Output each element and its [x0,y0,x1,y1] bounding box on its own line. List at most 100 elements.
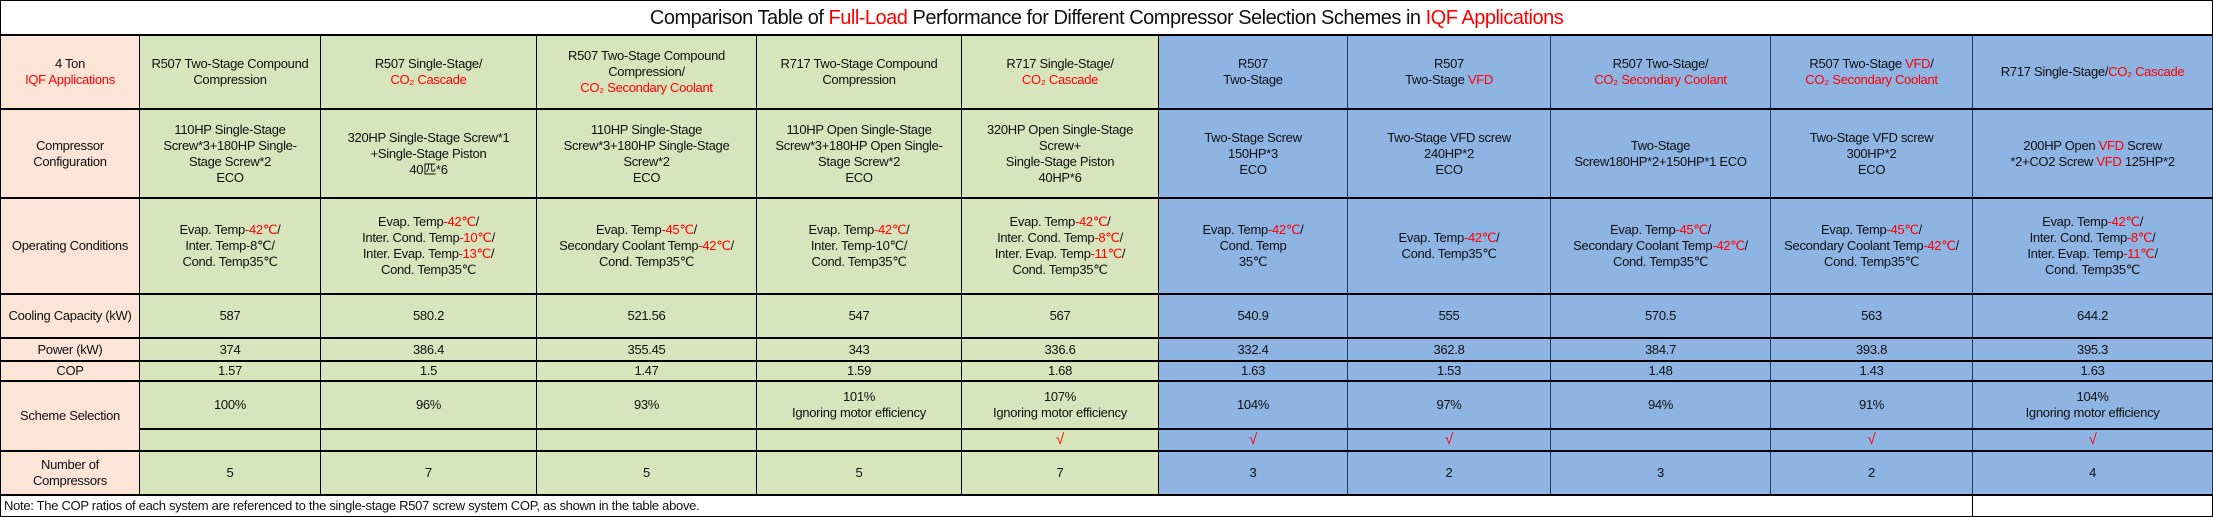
operating-conditions-cell: Evap. Temp-42℃/Inter. Cond. Temp-8℃/Inte… [1971,197,2213,295]
cop-cell: 1.48 [1550,360,1771,382]
scheme-header: R507 Two-Stage VFD/CO₂ Secondary Coolant [1770,34,1973,110]
cooling-capacity-cell: 567 [961,293,1159,339]
text-line: 93% [633,397,660,413]
text-line: Evap. Temp-42℃/ [1975,214,2210,230]
text-line: Evap. Temp-45℃/ [539,222,754,238]
text-line: Cond. Temp35℃ [759,254,959,270]
selection-check-cell: √ [1158,428,1348,452]
text-line: R507 Two-Stage Compound [142,56,318,72]
text-line: Cond. Temp35℃ [539,254,754,270]
text: Cond. Temp35℃ [1401,246,1497,262]
text: R717 Single-Stage/ [2000,64,2109,80]
text-line: Two-Stage VFD screw [1773,130,1970,146]
text: 150HP*3 [1228,145,1278,161]
text: Inter. Evap. Temp [362,246,459,262]
text: Secondary Coolant Temp [559,238,699,254]
selection-check-cell [756,428,962,452]
text: 110HP Open Single-Stage [786,121,932,137]
text: Comparison Table of [649,6,829,29]
text: ECO [1435,161,1463,177]
text-line: Cond. Temp35℃ [1350,246,1548,262]
text: Evap. Temp [179,222,246,238]
check-mark-icon: √ [1867,431,1876,449]
compressor-configuration-cell: Two-Stage Screw 150HP*3 ECO [1158,108,1348,199]
selection-check-cell: √ [961,428,1159,452]
text-line: R507 Two-Stage VFD/ [1773,56,1970,72]
text: / [1918,222,1923,238]
scheme-header: R717 Single-Stage/CO₂ Cascade [961,34,1159,110]
text-line: Single-Stage Piston [964,154,1156,170]
text: Screw*3+180HP Single-Stage [563,137,730,153]
compressor-configuration-row: Compressor Configuration 110HP Single-Sta… [0,108,2213,199]
scheme-selection-cell: 104% Ignoring motor efficiency [1971,380,2213,430]
text: Cond. Temp35℃ [1612,254,1709,270]
power-row: Power (kW) 374 386.4 355.45 343 336.6 332.4 362… [0,337,2213,362]
scheme-header: R717 Single-Stage/CO₂ Cascade [1971,34,2213,110]
table-note: Note: The COP ratios of each system are … [0,494,1973,517]
text-line: 240HP*2 [1350,146,1548,162]
text-line: R717 Two-Stage Compound [759,56,959,72]
compressor-configuration-cell: Two-Stage VFD screw 240HP*2 ECO [1347,108,1551,199]
cop-cell: 1.5 [320,360,537,382]
text-line: Two-Stage VFD [1350,72,1548,88]
text-line: Two-Stage [1161,72,1345,88]
compressor-configuration-cell: 110HP Open Single-Stage Screw*3+180HP Ope… [756,108,962,199]
text: Compression/ [608,64,685,80]
text: Secondary Coolant Temp [1784,238,1924,254]
text: 35℃ [1238,254,1268,270]
highlight-text: -42℃ [1463,230,1497,246]
text-line: Two-Stage VFD screw [1350,130,1548,146]
cooling-capacity-cell: 540.9 [1158,293,1348,339]
selection-check-cell: √ [1347,428,1551,452]
text-line: R507 Single-Stage/ [323,56,534,72]
text: Inter. Temp-8℃/ [185,238,275,254]
text: / [1300,222,1304,238]
text: Screw [2123,137,2162,153]
text: / [277,222,281,238]
text-line: Secondary Coolant Temp-42℃/ [1553,238,1768,254]
highlight-text: CO₂ Secondary Coolant [1805,72,1938,88]
text-line: 40HP*6 [964,170,1156,186]
check-mark-icon: √ [1056,431,1064,449]
text: 320HP Single-Stage Screw*1 [347,129,510,145]
text: Two-Stage [1223,72,1283,88]
highlight-text: -8℃ [2126,230,2153,246]
text-line: CO₂ Cascade [323,72,534,88]
text-line: Evap. Temp-42℃/ [964,214,1156,230]
operating-conditions-cell: Evap. Temp-45℃/Secondary Coolant Temp-42… [1550,197,1771,295]
power-cell: 393.8 [1770,337,1973,362]
text-line: Cond. Temp35℃ [964,262,1156,278]
check-mark-icon: √ [2088,431,2097,449]
text: Single-Stage Piston [1005,153,1115,169]
text-line: 110HP Single-Stage [142,122,318,138]
cooling-capacity-cell: 644.2 [1971,293,2213,339]
text: Evap. Temp [1821,222,1887,238]
text-line: Screw180HP*2+150HP*1 ECO [1553,154,1768,170]
text: 125HP*2 [2121,153,2175,169]
text-line: 100% [213,397,247,413]
highlight-text: -45℃ [1886,222,1919,238]
row-label-scheme: Scheme Selection [0,380,140,452]
compressor-configuration-cell: 200HP Open VFD Screw *2+CO2 Screw VFD 125… [1971,108,2213,199]
text-line: Inter. Temp-8℃/ [142,238,318,254]
operating-conditions-cell: Evap. Temp-42℃/Inter. Cond. Temp-8℃/Inte… [961,197,1159,295]
text: Cond. Temp35℃ [1823,254,1920,270]
text: Compression [193,72,267,88]
text-line: R507 [1161,56,1345,72]
text-line: R507 Two-Stage/ [1553,56,1768,72]
highlight-text: -42℃ [1712,238,1745,254]
highlight-text: -10℃ [459,230,492,246]
text: ECO [216,169,244,185]
text: Two-Stage [1405,72,1468,88]
text: / [1930,56,1934,72]
text: R507 Single-Stage/ [374,56,483,72]
scheme-header: R507 Two-Stage/CO₂ Secondary Coolant [1550,34,1771,110]
text-line: +Single-Stage Piston [323,146,534,162]
text: 110HP Single-Stage [590,121,703,137]
text: / [1955,238,1960,254]
text: 320HP Open Single-Stage [986,121,1134,137]
text: Screw*3+180HP Single- [163,137,297,153]
text: Cond. Temp [1219,238,1287,254]
selection-check-cell [320,428,537,452]
